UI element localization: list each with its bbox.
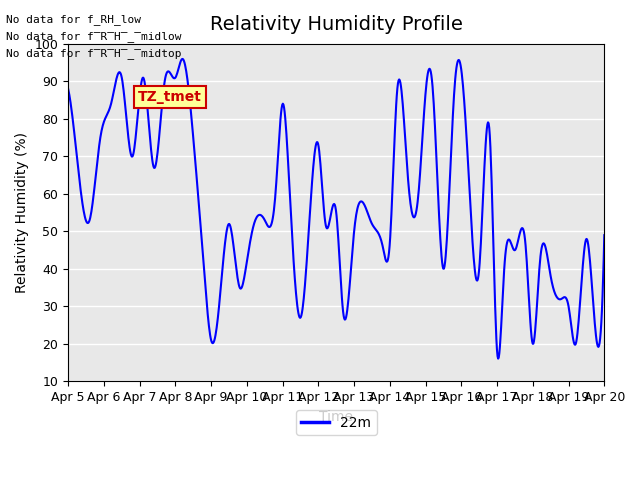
Text: TZ_tmet: TZ_tmet — [138, 90, 202, 104]
Text: No data for f̅R̅H̅_̅midlow: No data for f̅R̅H̅_̅midlow — [6, 31, 182, 42]
Y-axis label: Relativity Humidity (%): Relativity Humidity (%) — [15, 132, 29, 293]
Text: No data for f_RH_low: No data for f_RH_low — [6, 14, 141, 25]
X-axis label: Time: Time — [319, 410, 353, 424]
Title: Relativity Humidity Profile: Relativity Humidity Profile — [210, 15, 463, 34]
Text: No data for f̅R̅H̅_̅midtop: No data for f̅R̅H̅_̅midtop — [6, 48, 182, 59]
Legend: 22m: 22m — [296, 410, 377, 435]
